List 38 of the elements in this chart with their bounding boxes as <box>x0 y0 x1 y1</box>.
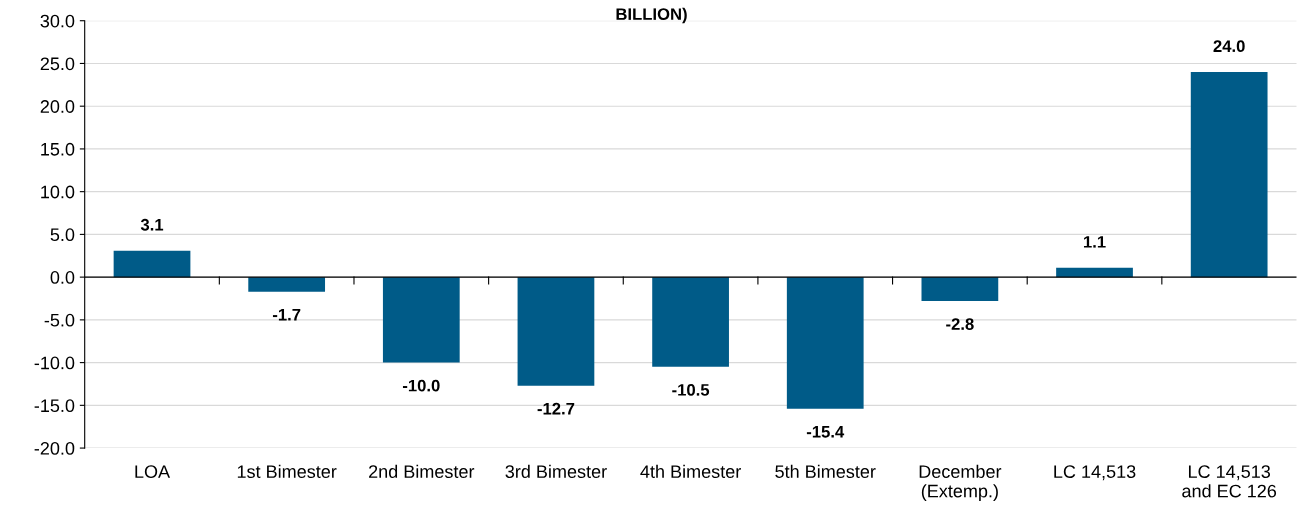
x-tick-label: 2nd Bimester <box>369 464 475 478</box>
data-label: 3.1 <box>140 218 164 231</box>
y-tick-label: -10.0 <box>34 356 75 370</box>
x-tick-label: 4th Bimester <box>640 464 741 478</box>
bar <box>921 277 999 302</box>
x-tick-label: December (Extemp.) <box>919 464 1002 502</box>
y-tick-label: 25.0 <box>40 57 75 71</box>
data-label: -10.5 <box>672 383 710 396</box>
bar <box>382 277 460 363</box>
y-tick-label: 30.0 <box>40 14 75 28</box>
x-tick-label: 5th Bimester <box>775 464 876 478</box>
y-tick-label: -5.0 <box>44 313 75 327</box>
bar <box>517 277 595 386</box>
x-tick-label: LOA <box>135 465 171 478</box>
data-label: -12.7 <box>537 402 575 415</box>
bar <box>652 277 729 367</box>
y-tick-label: 10.0 <box>41 185 75 199</box>
data-label: -10.0 <box>402 379 440 392</box>
bar <box>248 277 326 292</box>
data-label: 1.1 <box>1083 236 1106 248</box>
data-label: 24.0 <box>1213 40 1245 53</box>
data-label: -15.4 <box>806 426 845 438</box>
data-label: -1.7 <box>272 308 301 321</box>
x-tick-label: LC 14,513 <box>1054 465 1136 481</box>
x-tick-label: LC 14,513 and EC 126 <box>1182 465 1277 498</box>
x-tick-label: 1st Bimester <box>237 464 337 478</box>
y-tick-label: 20.0 <box>40 100 75 113</box>
y-tick-label: 0.0 <box>50 271 75 284</box>
bar <box>113 250 191 278</box>
x-tick-label: 3rd Bimester <box>505 464 607 478</box>
chart-title: BILLION) <box>616 7 687 24</box>
y-tick-label: -15.0 <box>34 399 75 413</box>
bar <box>1190 72 1268 278</box>
y-tick-label: -20.0 <box>34 442 75 455</box>
y-tick-label: 5.0 <box>50 228 75 242</box>
data-label: -2.8 <box>946 318 974 330</box>
y-tick-label: 15.0 <box>41 142 75 156</box>
bar <box>786 277 864 409</box>
